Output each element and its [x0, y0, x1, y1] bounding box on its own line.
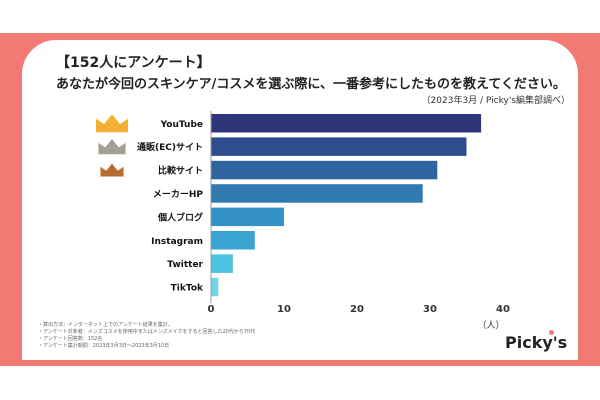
bar [211, 277, 219, 297]
picky-logo: Picky's [505, 330, 568, 352]
x-tick-label: 0 [208, 304, 215, 315]
bar [211, 137, 467, 156]
crown-gold-icon [96, 114, 128, 133]
category-label: YouTube [160, 120, 203, 130]
x-unit-label: （人） [477, 320, 504, 331]
note-line: ・算出方法：インターネット上でのアンケート結果を集計。 [38, 322, 173, 328]
bar [211, 254, 233, 273]
crown-silver-icon [98, 139, 126, 155]
x-tick-label: 30 [423, 304, 437, 315]
category-label: 個人ブログ [157, 211, 203, 223]
note-line: ・アンケート集計期間：2023年3月3日〜2023年3月10日 [38, 343, 170, 349]
category-label: 比較サイト [158, 165, 203, 177]
logo-dot-icon [549, 330, 554, 335]
logo-text: Picky's [505, 333, 568, 352]
category-label: Twitter [167, 260, 203, 270]
bar [211, 231, 255, 250]
bar [211, 160, 438, 180]
category-label: メーカーHP [153, 189, 204, 200]
bar [211, 184, 423, 203]
note-line: ・アンケート対象者：メンズコスメを使用中またはメンズメイクをすると回答した20代… [38, 329, 256, 335]
x-tick-label: 40 [496, 304, 510, 315]
bar [211, 207, 284, 227]
category-label: Instagram [151, 237, 203, 247]
note-line: ・アンケート回答数：152名 [38, 336, 103, 342]
bar [211, 114, 482, 133]
chart-title-line1: 【152人にアンケート】 [56, 55, 211, 71]
survey-source: （2023年3月 / Picky's編集部調べ） [421, 96, 570, 106]
x-tick-label: 10 [277, 304, 291, 315]
category-label: 通販(EC)サイト [137, 141, 203, 153]
survey-notes: ・算出方法：インターネット上でのアンケート結果を集計。 ・アンケート対象者：メン… [38, 322, 255, 350]
x-tick-label: 20 [350, 304, 364, 315]
crown-bronze-icon [100, 163, 124, 177]
category-label: TikTok [171, 284, 204, 294]
chart-title-line2: あなたが今回のスキンケア/コスメを選ぶ際に、一番参考にしたものを教えてください。 [56, 77, 566, 92]
